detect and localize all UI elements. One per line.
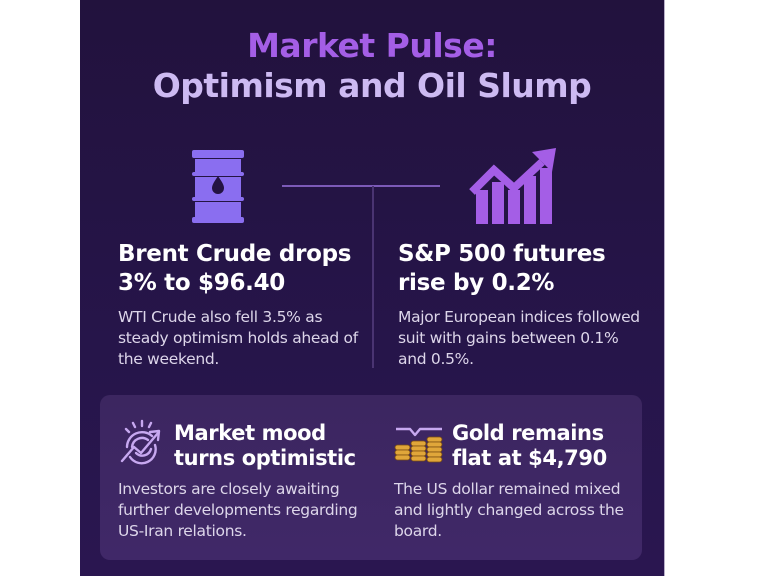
gold-coins-icon	[394, 427, 443, 463]
brent-headline-line-1: Brent Crude drops	[118, 241, 352, 267]
brent-crude-section: Brent Crude drops 3% to $96.40 WTI Crude…	[118, 240, 363, 370]
page-title: Market Pulse: Optimism and Oil Slump	[80, 26, 664, 106]
brent-headline-line-2: 3% to $96.40	[118, 270, 286, 296]
gold-section: Gold remains flat at $4,790 The US dolla…	[394, 421, 634, 542]
sp500-headline-line-2: rise by 0.2%	[398, 270, 555, 296]
title-line-2: Optimism and Oil Slump	[152, 66, 592, 105]
oil-barrel-icon	[192, 150, 244, 223]
sp500-body: Major European indices followed suit wit…	[398, 308, 640, 368]
connector-line-horizontal	[282, 185, 440, 187]
market-mood-body: Investors are closely awaiting further d…	[118, 480, 358, 540]
mood-headline-line-2: turns optimistic	[174, 446, 356, 470]
gold-headline-line-2: flat at $4,790	[452, 446, 607, 470]
brent-crude-body: WTI Crude also fell 3.5% as steady optim…	[118, 308, 358, 368]
title-line-1: Market Pulse:	[247, 26, 497, 65]
mood-headline-line-1: Market mood	[174, 421, 326, 445]
sp500-headline-line-1: S&P 500 futures	[398, 241, 606, 267]
market-mood-headline: Market mood turns optimistic	[174, 421, 356, 471]
optimism-trend-icon	[120, 419, 161, 465]
infographic-card: Market Pulse: Optimism and Oil Slump Bre…	[80, 0, 665, 576]
sp500-headline: S&P 500 futures rise by 0.2%	[398, 240, 648, 298]
market-mood-section: Market mood turns optimistic Investors a…	[118, 419, 378, 542]
divider-line-vertical	[372, 186, 374, 368]
gold-body: The US dollar remained mixed and lightly…	[394, 480, 624, 540]
brent-crude-headline: Brent Crude drops 3% to $96.40	[118, 240, 363, 298]
gold-headline-line-1: Gold remains	[452, 421, 604, 445]
gold-headline: Gold remains flat at $4,790	[452, 421, 607, 471]
sp500-section: S&P 500 futures rise by 0.2% Major Europ…	[398, 240, 648, 370]
bottom-panel: Market mood turns optimistic Investors a…	[100, 395, 642, 560]
rising-chart-icon	[469, 148, 556, 224]
